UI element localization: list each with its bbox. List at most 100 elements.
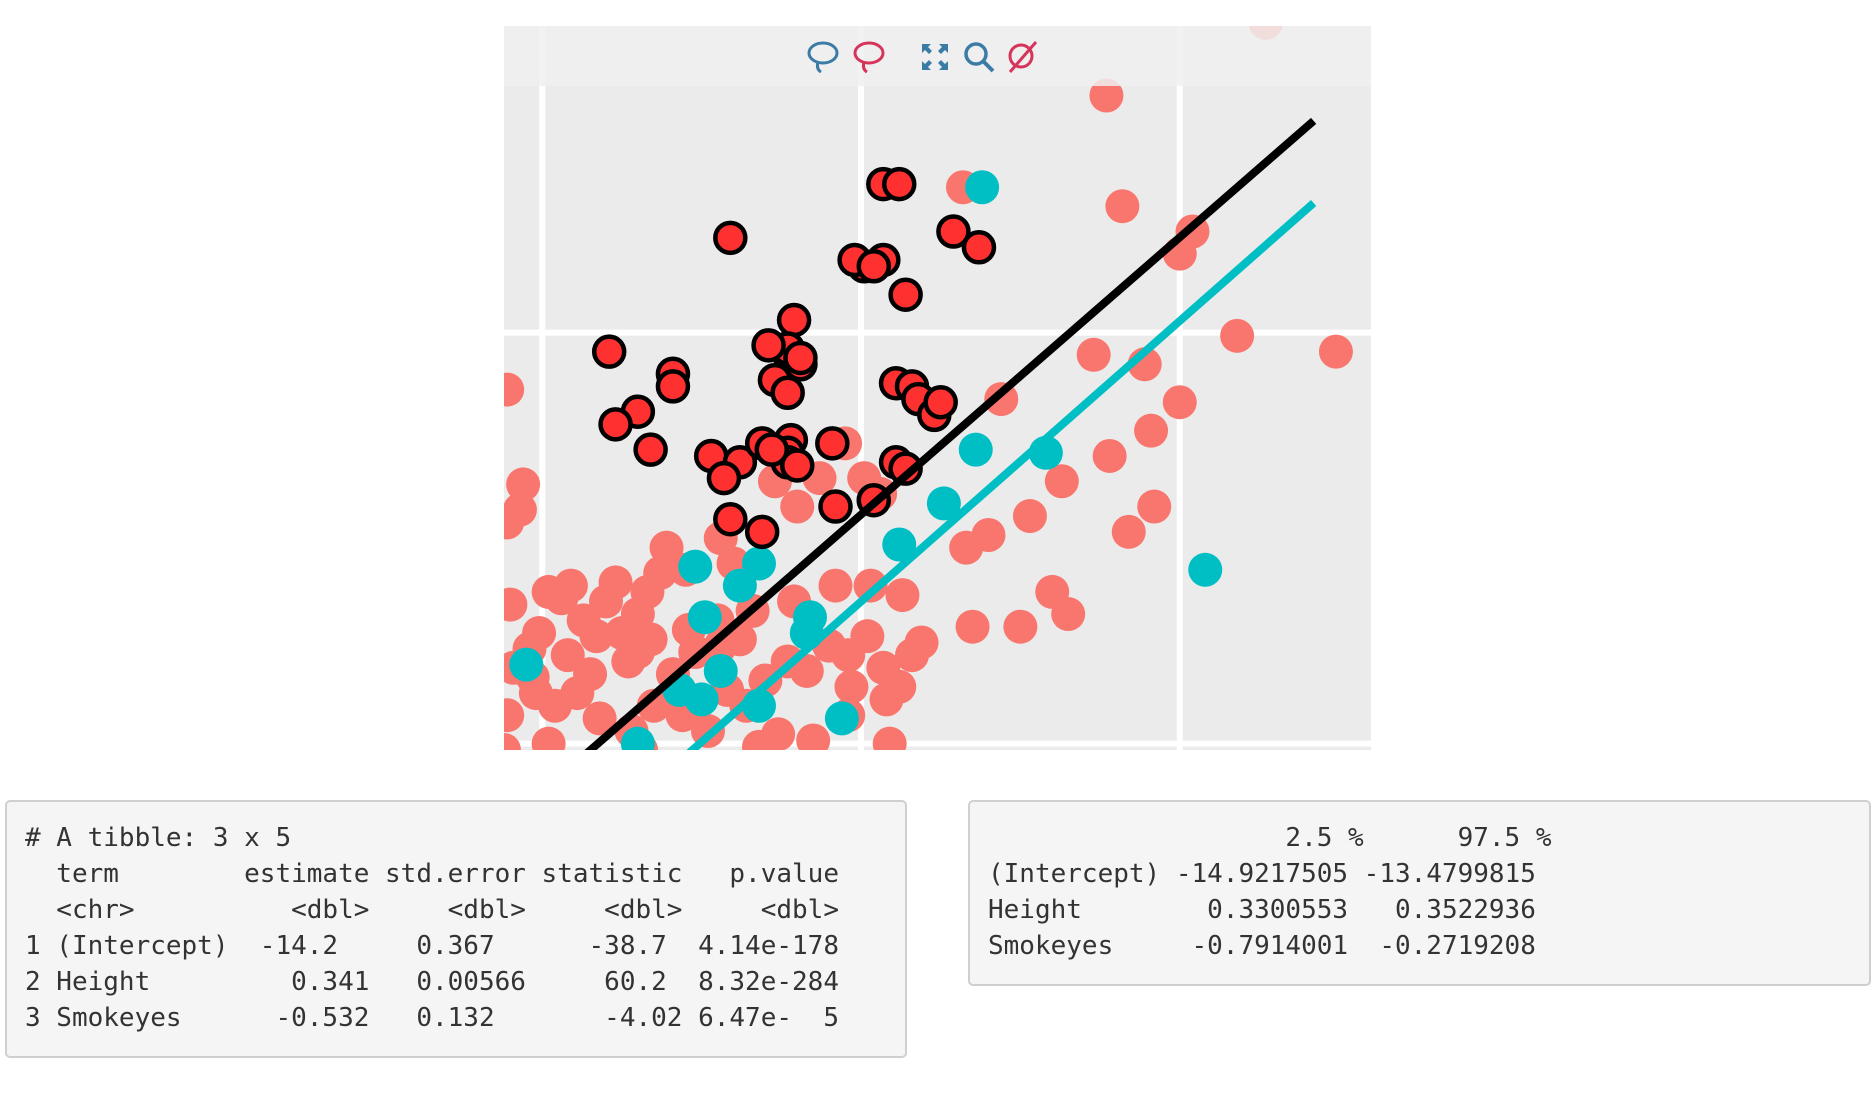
- scatter-point-highlighted[interactable]: [713, 501, 748, 537]
- scatter-point-smoke-no[interactable]: [620, 634, 655, 669]
- scatter-point-smoke-yes[interactable]: [620, 726, 655, 750]
- scatter-point-smoke-no[interactable]: [573, 657, 608, 692]
- scatter-point-smoke-no[interactable]: [504, 733, 521, 750]
- scatter-point-highlighted[interactable]: [888, 277, 923, 312]
- scatter-point-smoke-yes[interactable]: [824, 701, 859, 736]
- tibble-line: # A tibble: 3 x 5: [25, 823, 292, 853]
- scatter-point-smoke-no[interactable]: [955, 609, 990, 644]
- tibble-line: term estimate std.error statistic p.valu…: [25, 859, 839, 889]
- scatter-point-highlighted[interactable]: [783, 340, 818, 376]
- scatter-point-smoke-no[interactable]: [850, 619, 885, 654]
- scatter-point-smoke-no[interactable]: [895, 638, 929, 673]
- scatter-point-smoke-no[interactable]: [742, 729, 776, 750]
- scatter-point-smoke-no[interactable]: [1076, 337, 1111, 372]
- scatter-point-highlighted[interactable]: [923, 384, 958, 420]
- scatter-point-smoke-no[interactable]: [504, 372, 525, 407]
- lasso-select-icon: [807, 41, 839, 74]
- scatter-point-smoke-no[interactable]: [506, 467, 541, 502]
- scatter-point-highlighted[interactable]: [818, 489, 853, 524]
- scatter-point-smoke-no[interactable]: [566, 603, 601, 638]
- scatter-point-smoke-yes[interactable]: [722, 568, 757, 603]
- scatter-point-smoke-no[interactable]: [504, 698, 525, 733]
- scatter-point-smoke-no[interactable]: [818, 568, 853, 603]
- scatter-point-smoke-no[interactable]: [1092, 438, 1127, 473]
- scatter-point-smoke-no[interactable]: [872, 726, 907, 750]
- scatter-point-smoke-yes[interactable]: [882, 527, 917, 562]
- scatter-point-highlighted[interactable]: [776, 302, 812, 338]
- scatter-point-smoke-no[interactable]: [834, 669, 869, 704]
- scatter-point-smoke-no[interactable]: [1134, 413, 1169, 448]
- scatter-point-smoke-no[interactable]: [1162, 385, 1197, 420]
- scatter-point-highlighted[interactable]: [888, 451, 923, 486]
- scatter-point-smoke-yes[interactable]: [926, 486, 961, 521]
- scatter-point-smoke-yes[interactable]: [687, 600, 722, 635]
- scatter-point-smoke-no[interactable]: [789, 653, 824, 688]
- autoscale-icon: [922, 44, 948, 70]
- scatter-point-highlighted[interactable]: [591, 334, 627, 369]
- scatter-plot[interactable]: [504, 0, 1371, 750]
- scatter-point-smoke-yes[interactable]: [958, 432, 993, 467]
- scatter-point-smoke-yes[interactable]: [1188, 552, 1223, 587]
- scatter-point-smoke-no[interactable]: [1089, 78, 1124, 113]
- scatter-point-smoke-yes[interactable]: [742, 546, 776, 581]
- scatter-point-smoke-yes[interactable]: [684, 682, 719, 717]
- scatter-point-smoke-no[interactable]: [1105, 189, 1140, 224]
- scatter-point-smoke-no[interactable]: [531, 726, 566, 750]
- smoke-no-points: [504, 26, 1353, 750]
- scatter-point-highlighted[interactable]: [770, 375, 805, 410]
- scatter-point-smoke-no[interactable]: [531, 574, 566, 609]
- confint-line: Height 0.3300553 0.3522936: [988, 895, 1536, 925]
- scatter-point-smoke-yes[interactable]: [509, 647, 544, 682]
- scatter-point-smoke-no[interactable]: [885, 578, 920, 613]
- highlighted-points: [591, 166, 997, 550]
- scatter-point-smoke-no[interactable]: [504, 587, 528, 622]
- scatter-plot-panel[interactable]: [504, 0, 1371, 750]
- scatter-point-highlighted[interactable]: [936, 214, 971, 249]
- scatter-point-smoke-no[interactable]: [869, 682, 904, 717]
- scatter-point-highlighted[interactable]: [744, 514, 780, 550]
- scatter-point-smoke-yes[interactable]: [703, 653, 738, 688]
- scatter-point-smoke-no[interactable]: [589, 584, 623, 619]
- scatter-point-smoke-yes[interactable]: [678, 549, 713, 584]
- scatter-point-smoke-no[interactable]: [1003, 609, 1038, 644]
- tibble-line: 2 Height 0.341 0.00566 60.2 8.32e-284: [25, 967, 839, 997]
- scatter-point-smoke-no[interactable]: [703, 628, 738, 663]
- scatter-point-smoke-no[interactable]: [504, 492, 537, 527]
- scatter-point-smoke-no[interactable]: [1044, 464, 1079, 499]
- scatter-point-highlighted[interactable]: [655, 369, 691, 404]
- scatter-point-highlighted[interactable]: [713, 220, 748, 256]
- scatter-point-smoke-no[interactable]: [582, 701, 617, 736]
- scatter-point-highlighted[interactable]: [598, 407, 633, 442]
- scatter-point-smoke-no[interactable]: [949, 530, 984, 565]
- scatter-point-highlighted[interactable]: [706, 460, 742, 496]
- scatter-point-smoke-no[interactable]: [984, 382, 1019, 417]
- scatter-point-highlighted[interactable]: [882, 166, 917, 202]
- lasso-select-button[interactable]: [804, 38, 842, 76]
- scatter-point-highlighted[interactable]: [754, 432, 789, 467]
- scatter-point-highlighted[interactable]: [780, 448, 815, 483]
- scatter-point-highlighted[interactable]: [961, 230, 997, 265]
- scatter-point-smoke-no[interactable]: [1220, 318, 1255, 353]
- confint-line: 2.5 % 97.5 %: [988, 823, 1552, 853]
- confint-line: Smokeyes -0.7914001 -0.2719208: [988, 931, 1536, 961]
- zoom-button[interactable]: [960, 38, 998, 76]
- scatter-point-highlighted[interactable]: [751, 328, 786, 363]
- scatter-point-smoke-no[interactable]: [780, 489, 815, 524]
- lasso-deselect-button[interactable]: [850, 38, 888, 76]
- tibble-line: <chr> <dbl> <dbl> <dbl> <dbl>: [25, 895, 839, 925]
- scatter-point-smoke-no[interactable]: [853, 568, 888, 603]
- reset-zoom-button[interactable]: [1004, 38, 1042, 76]
- scatter-point-smoke-no[interactable]: [1137, 489, 1172, 524]
- scatter-point-highlighted[interactable]: [856, 249, 891, 284]
- autoscale-button[interactable]: [916, 38, 954, 76]
- scatter-point-smoke-no[interactable]: [796, 723, 831, 750]
- scatter-point-smoke-yes[interactable]: [965, 170, 1000, 205]
- scatter-point-smoke-no[interactable]: [550, 638, 585, 673]
- tibble-line: 1 (Intercept) -14.2 0.367 -38.7 4.14e-17…: [25, 931, 839, 961]
- scatter-point-smoke-no[interactable]: [1111, 514, 1146, 549]
- scatter-point-highlighted[interactable]: [633, 432, 668, 467]
- scatter-point-smoke-no[interactable]: [1318, 334, 1353, 369]
- scatter-point-smoke-no[interactable]: [1051, 597, 1086, 632]
- scatter-point-highlighted[interactable]: [815, 426, 850, 461]
- scatter-point-smoke-no[interactable]: [1012, 499, 1047, 534]
